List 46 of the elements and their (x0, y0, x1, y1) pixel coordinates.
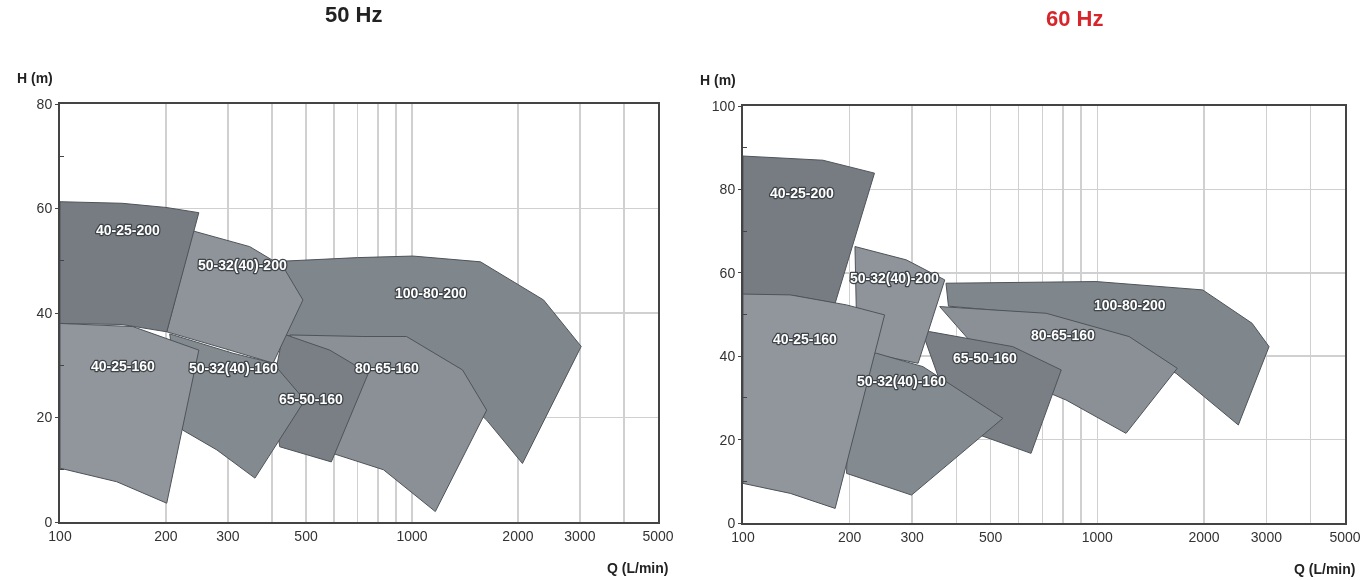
series-label: 80-65-160 (1031, 327, 1096, 343)
series-label: 40-25-160 (773, 331, 838, 347)
series-label: 65-50-160 (953, 350, 1018, 366)
x-tick-label: 2000 (502, 527, 534, 544)
x-axis-title: Q (L/min) (1294, 561, 1356, 577)
y-tick-label: 20 (719, 431, 736, 448)
y-axis-title: H (m) (17, 70, 53, 86)
x-tick-label: 1000 (1081, 528, 1114, 545)
series-label: 40-25-200 (96, 222, 161, 238)
y-axis-title: H (m) (700, 72, 736, 88)
x-tick-label: 1000 (396, 527, 428, 544)
x-tick-label: 200 (154, 527, 178, 544)
series-label: 40-25-200 (770, 185, 835, 201)
x-tick-label: 100 (731, 528, 755, 545)
series-label: 100-80-200 (395, 285, 467, 301)
y-tick-label: 40 (36, 304, 53, 321)
y-tick-label: 80 (36, 95, 53, 112)
x-tick-label: 5000 (642, 527, 674, 544)
x-tick-label: 500 (294, 527, 318, 544)
series-label: 50-32(40)-160 (189, 360, 278, 376)
x-tick-label: 3000 (1250, 528, 1283, 545)
y-tick-label: 100 (711, 97, 736, 114)
y-tick-label: 60 (36, 200, 53, 217)
chart-title: 50 Hz (325, 2, 383, 27)
chart-title: 60 Hz (1046, 6, 1104, 31)
x-tick-label: 2000 (1188, 528, 1220, 545)
y-tick-label: 80 (719, 181, 736, 198)
y-tick-label: 0 (44, 513, 53, 530)
x-tick-label: 300 (900, 528, 924, 545)
y-tick-label: 20 (36, 409, 53, 426)
series-label: 65-50-160 (279, 391, 344, 407)
x-tick-label: 500 (978, 528, 1003, 545)
series-label: 40-25-160 (91, 358, 156, 374)
series-label: 80-65-160 (355, 360, 420, 376)
series-label: 50-32(40)-160 (857, 373, 946, 389)
x-tick-label: 100 (48, 527, 72, 544)
x-tick-label: 5000 (1329, 528, 1361, 545)
x-tick-label: 300 (216, 527, 240, 544)
x-tick-label: 200 (837, 528, 862, 545)
y-tick-label: 60 (719, 264, 736, 281)
y-tick-label: 0 (727, 514, 736, 531)
series-label: 100-80-200 (1094, 297, 1166, 313)
x-tick-label: 3000 (564, 527, 596, 544)
series-label: 50-32(40)-200 (198, 257, 287, 273)
x-axis-title: Q (L/min) (607, 560, 669, 576)
y-tick-label: 40 (719, 348, 736, 365)
